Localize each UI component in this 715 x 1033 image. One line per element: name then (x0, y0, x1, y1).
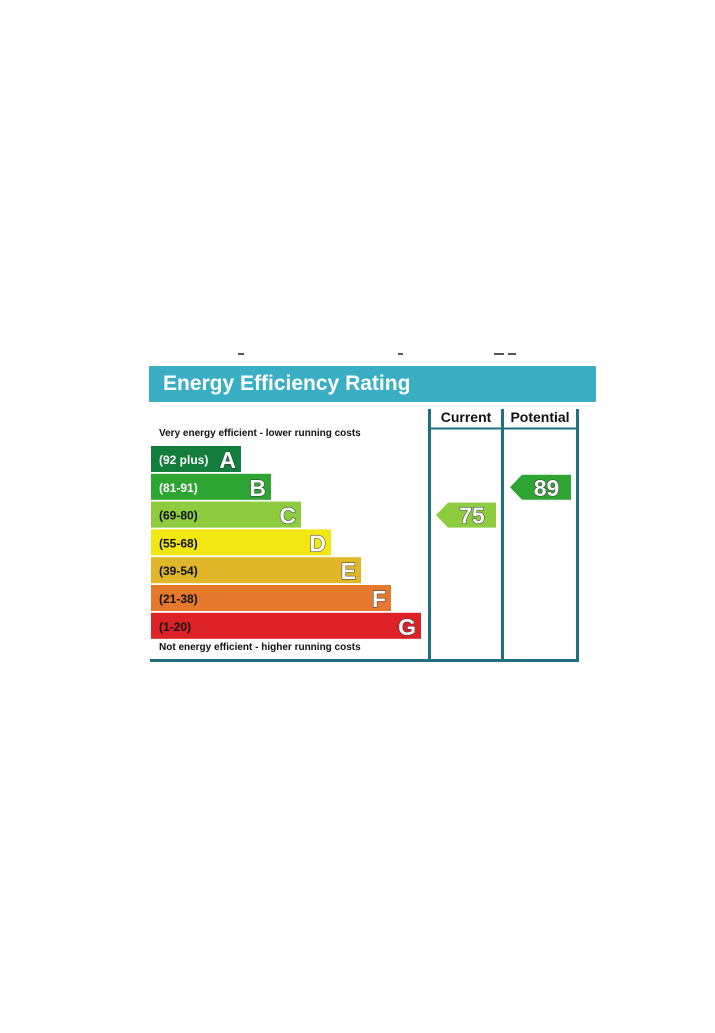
chart-title: Energy Efficiency Rating (163, 372, 411, 395)
band-range-label: (39-54) (159, 564, 198, 578)
band-bar-d (151, 529, 331, 556)
current-rating-value: 75 (459, 503, 485, 529)
top-note: Very energy efficient - lower running co… (159, 428, 361, 439)
band-bar-g (151, 612, 421, 639)
current-arrow (436, 502, 496, 528)
band-bar-b (151, 473, 271, 500)
band-range-label: (92 plus) (159, 453, 208, 467)
band-letter: F (372, 586, 386, 612)
band-letter: D (309, 530, 326, 556)
band-range-label: (21-38) (159, 592, 198, 606)
column-header-potential: Potential (510, 409, 570, 425)
band-letter: E (341, 558, 356, 584)
band-bar-a (151, 446, 241, 472)
band-range-label: (1-20) (159, 620, 191, 634)
stray-mark (238, 353, 244, 355)
potential-arrow (510, 474, 571, 500)
bottom-note: Not energy efficient - higher running co… (159, 642, 361, 653)
band-letter: C (279, 503, 296, 529)
band-letter: A (219, 447, 236, 473)
band-bar-c (151, 501, 301, 528)
title-bar (149, 366, 596, 402)
column-header-current: Current (440, 409, 492, 425)
band-bar-f (151, 585, 391, 611)
band-range-label: (55-68) (159, 536, 198, 550)
band-range-label: (69-80) (159, 509, 198, 523)
band-range-label: (81-91) (159, 481, 198, 495)
stray-mark (398, 353, 403, 355)
band-bar-e (151, 557, 361, 584)
stray-mark (508, 353, 516, 355)
band-letter: G (398, 614, 416, 640)
band-letter: B (249, 475, 266, 501)
stray-mark (494, 353, 504, 355)
potential-rating-value: 89 (534, 475, 560, 501)
